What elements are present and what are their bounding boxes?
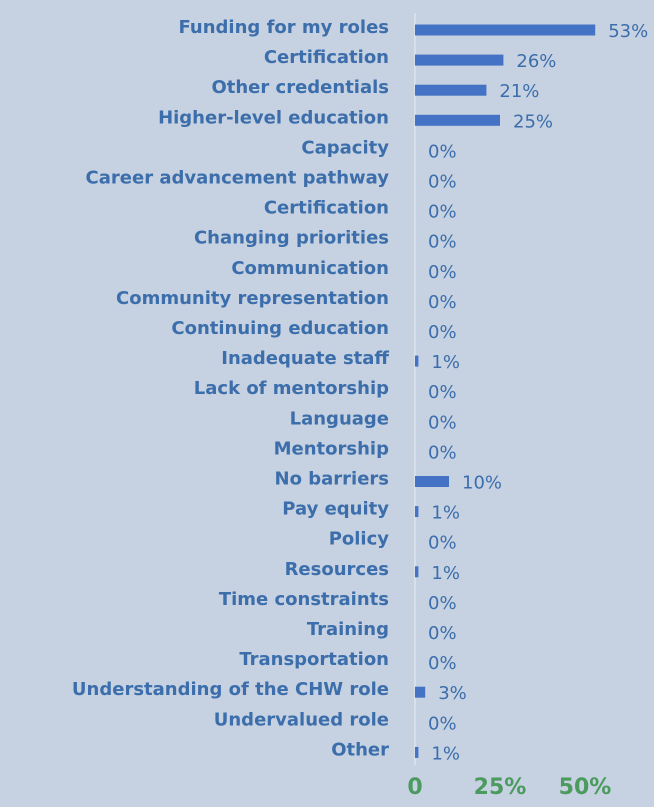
bar bbox=[415, 24, 596, 36]
category-label: Community representation bbox=[116, 288, 389, 309]
value-label: 0% bbox=[428, 412, 457, 433]
category-label: Other credentials bbox=[211, 77, 389, 98]
value-label: 10% bbox=[462, 473, 502, 494]
x-tick-label: 25% bbox=[474, 775, 527, 800]
value-label: 1% bbox=[431, 743, 460, 764]
category-label: Undervalued role bbox=[214, 709, 389, 730]
category-label: Higher-level education bbox=[158, 107, 389, 128]
category-label: Career advancement pathway bbox=[86, 168, 390, 189]
bar bbox=[415, 54, 504, 66]
bar bbox=[415, 84, 487, 96]
value-label: 0% bbox=[428, 713, 457, 734]
value-label: 0% bbox=[428, 322, 457, 343]
category-label: Capacity bbox=[301, 137, 389, 158]
category-label: Lack of mentorship bbox=[194, 378, 389, 399]
value-label: 0% bbox=[428, 382, 457, 403]
category-label: Funding for my roles bbox=[179, 17, 389, 38]
category-label: Communication bbox=[231, 258, 389, 279]
category-label: Transportation bbox=[239, 649, 389, 670]
value-label: 0% bbox=[428, 262, 457, 283]
category-label: Certification bbox=[264, 198, 389, 219]
value-label: 1% bbox=[431, 352, 460, 373]
value-label: 0% bbox=[428, 623, 457, 644]
value-label: 0% bbox=[428, 172, 457, 193]
value-label: 0% bbox=[428, 292, 457, 313]
category-label: Other bbox=[331, 739, 389, 760]
category-label: Changing priorities bbox=[194, 228, 389, 249]
category-label: Policy bbox=[329, 529, 390, 550]
category-label: Inadequate staff bbox=[221, 348, 389, 369]
value-label: 0% bbox=[428, 533, 457, 554]
category-label: Understanding of the CHW role bbox=[72, 679, 389, 700]
category-label: Mentorship bbox=[274, 438, 389, 459]
category-label: Time constraints bbox=[219, 589, 389, 610]
bar bbox=[415, 114, 500, 126]
bar bbox=[415, 686, 426, 698]
bar bbox=[415, 566, 419, 578]
category-label: No barriers bbox=[275, 469, 389, 490]
value-label: 53% bbox=[608, 21, 648, 42]
value-label: 0% bbox=[428, 593, 457, 614]
x-tick-label: 50% bbox=[559, 775, 612, 800]
value-label: 0% bbox=[428, 202, 457, 223]
value-label: 0% bbox=[428, 232, 457, 253]
bar bbox=[415, 746, 419, 758]
category-label: Pay equity bbox=[282, 499, 389, 520]
value-label: 0% bbox=[428, 141, 457, 162]
value-label: 1% bbox=[431, 503, 460, 524]
bar bbox=[415, 476, 449, 487]
value-label: 21% bbox=[499, 81, 539, 102]
x-tick-label: 0 bbox=[407, 775, 422, 800]
bar bbox=[415, 355, 419, 367]
value-label: 3% bbox=[438, 683, 467, 704]
bar bbox=[415, 506, 419, 518]
value-label: 0% bbox=[428, 442, 457, 463]
category-label: Continuing education bbox=[171, 318, 389, 339]
category-label: Certification bbox=[264, 47, 389, 68]
category-label: Language bbox=[290, 408, 389, 429]
value-label: 25% bbox=[513, 111, 553, 132]
category-label: Training bbox=[307, 619, 389, 640]
category-label: Resources bbox=[285, 559, 389, 580]
value-label: 0% bbox=[428, 653, 457, 674]
value-label: 26% bbox=[516, 51, 556, 72]
value-label: 1% bbox=[431, 563, 460, 584]
